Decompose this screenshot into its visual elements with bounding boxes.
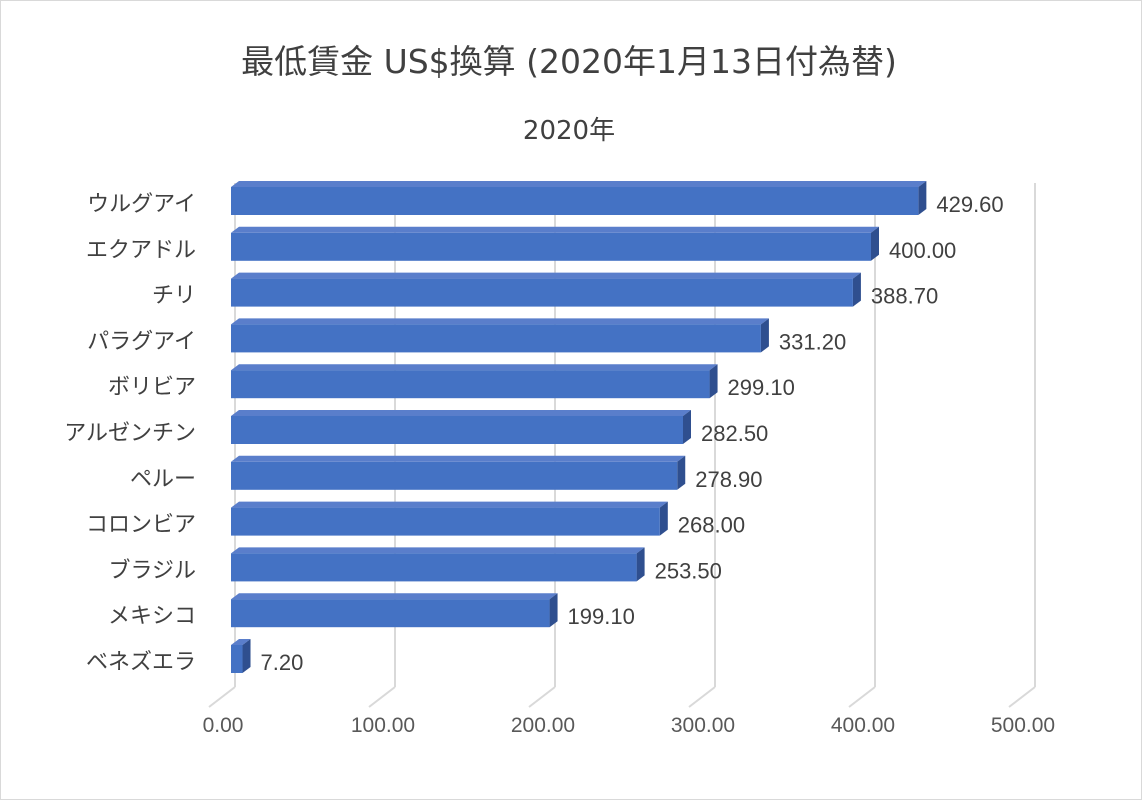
bar bbox=[231, 370, 710, 399]
bar-top bbox=[231, 364, 718, 371]
gridline-floor bbox=[528, 686, 556, 708]
bar-top bbox=[231, 455, 686, 462]
bar-top bbox=[231, 593, 558, 600]
category-label: ウルグアイ bbox=[87, 192, 196, 217]
x-tick-label: 200.00 bbox=[511, 714, 575, 737]
gridline-floor bbox=[848, 686, 876, 708]
gridline-floor bbox=[688, 686, 716, 708]
bar bbox=[231, 507, 660, 536]
data-label: 253.50 bbox=[655, 558, 722, 583]
chart-subtitle: 2020年 bbox=[523, 116, 615, 146]
bar-side bbox=[871, 226, 879, 261]
category-label: ブラジル bbox=[108, 558, 196, 583]
bar-side bbox=[677, 455, 686, 490]
data-labels: 429.60 400.00 388.70 331.20 299.10 282.50 278.… bbox=[261, 192, 1004, 675]
bar bbox=[231, 416, 683, 444]
x-tick-label: 100.00 bbox=[351, 714, 415, 737]
category-label: ベネズエラ bbox=[86, 650, 196, 675]
bar-top bbox=[231, 639, 251, 645]
bar-side bbox=[683, 410, 691, 444]
gridline-floor bbox=[208, 686, 236, 708]
x-tick-label: 400.00 bbox=[831, 714, 895, 737]
data-label: 282.50 bbox=[701, 421, 768, 446]
category-label: チリ bbox=[152, 284, 196, 309]
chart-title: 最低賃金 US$換算 (2020年1月13日付為替) bbox=[241, 42, 897, 81]
x-tick-label: 0.00 bbox=[203, 714, 244, 737]
bar bbox=[231, 461, 678, 490]
bar-top bbox=[231, 226, 879, 233]
bar-top bbox=[231, 501, 668, 508]
bar-top bbox=[231, 181, 927, 187]
data-label: 400.00 bbox=[889, 238, 956, 263]
data-label: 199.10 bbox=[568, 604, 635, 629]
bar-side bbox=[760, 318, 769, 353]
data-label: 268.00 bbox=[678, 513, 745, 538]
bar bbox=[231, 278, 853, 307]
data-label: 299.10 bbox=[728, 375, 795, 400]
bar-side bbox=[549, 593, 558, 628]
bar bbox=[231, 645, 243, 673]
data-label: 278.90 bbox=[695, 467, 762, 492]
x-tick-label: 300.00 bbox=[671, 714, 735, 737]
category-labels: ウルグアイエクアドルチリパラグアイボリビアアルゼンチンペルーコロンビアブラジルメ… bbox=[64, 192, 196, 675]
bar-side bbox=[242, 639, 251, 673]
bars bbox=[231, 181, 927, 673]
bar bbox=[231, 187, 919, 215]
bar-side bbox=[709, 364, 718, 399]
bar-top bbox=[231, 410, 691, 416]
category-label: メキシコ bbox=[108, 604, 196, 629]
category-label: コロンビア bbox=[86, 513, 196, 538]
data-label: 388.70 bbox=[871, 284, 938, 309]
bar-side bbox=[636, 547, 645, 582]
bar-top bbox=[231, 547, 645, 554]
bar bbox=[231, 232, 871, 261]
bar-side bbox=[659, 501, 668, 536]
bar bbox=[231, 324, 761, 353]
category-label: エクアドル bbox=[86, 238, 196, 263]
data-label: 331.20 bbox=[779, 329, 846, 354]
bar-side bbox=[852, 272, 861, 307]
gridline-floor bbox=[368, 686, 396, 708]
category-label: ペルー bbox=[130, 467, 196, 492]
category-label: アルゼンチン bbox=[64, 421, 196, 446]
bar-side bbox=[918, 181, 927, 215]
category-label: パラグアイ bbox=[87, 329, 196, 354]
bar-top bbox=[231, 318, 769, 325]
data-label: 429.60 bbox=[936, 192, 1003, 217]
bar bbox=[231, 553, 637, 582]
x-tick-label: 500.00 bbox=[991, 714, 1055, 737]
data-label: 7.20 bbox=[261, 650, 304, 675]
category-label: ボリビア bbox=[108, 375, 196, 400]
x-tick-labels: 0.00 100.00 200.00 300.00 400.00 500.00 bbox=[203, 714, 1056, 737]
bar bbox=[231, 599, 550, 628]
bar-top bbox=[231, 272, 861, 279]
gridline-floor bbox=[1008, 686, 1036, 708]
